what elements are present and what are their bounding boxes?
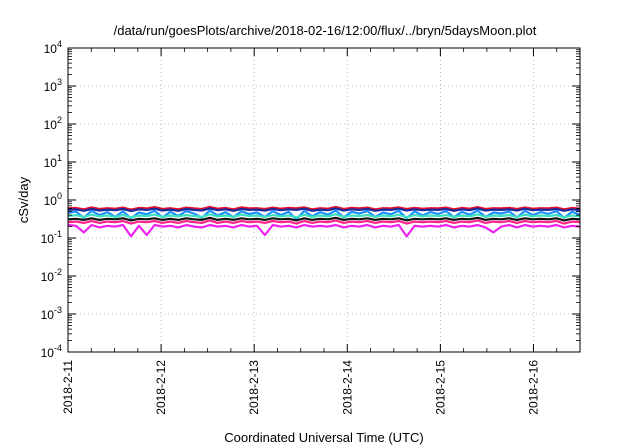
y-tick-base: 10 <box>44 118 58 132</box>
y-tick-base: 10 <box>44 156 58 170</box>
series-line-2 <box>67 209 581 221</box>
x-axis: 2018-2-11 2018-2-12 2018-2-13 2018-2-14 2018… <box>61 48 558 415</box>
y-tick-exponent: -2 <box>54 267 62 277</box>
x-axis-label: Coordinated Universal Time (UTC) <box>224 430 423 445</box>
y-tick-exponent: 4 <box>57 39 62 49</box>
y-tick-base: 10 <box>41 308 55 322</box>
y-tick-exponent: -1 <box>54 229 62 239</box>
x-tick-label: 2018-2-12 <box>154 360 168 415</box>
chart-title: /data/run/goesPlots/archive/2018-02-16/1… <box>114 23 537 38</box>
series-line-1 <box>67 207 581 213</box>
x-tick-label: 2018-2-15 <box>433 360 447 415</box>
y-tick-exponent: 2 <box>57 115 62 125</box>
y-tick-exponent: -4 <box>54 343 62 353</box>
y-tick-base: 10 <box>44 194 58 208</box>
y-tick-exponent: 3 <box>57 77 62 87</box>
series-line-6 <box>67 223 581 238</box>
y-tick-label: 104 <box>44 39 62 56</box>
y-tick-label: 102 <box>44 115 62 132</box>
series-layer <box>67 205 581 238</box>
y-tick-base: 10 <box>44 80 58 94</box>
y-tick-base: 10 <box>41 270 55 284</box>
y-tick-exponent: -3 <box>54 305 62 315</box>
series-line-0 <box>67 205 581 211</box>
x-tick-label: 2018-2-14 <box>340 360 354 415</box>
y-tick-exponent: 0 <box>57 191 62 201</box>
series-line-3 <box>67 213 581 219</box>
y-tick-label: 10-3 <box>41 305 62 322</box>
y-tick-label: 10-4 <box>41 343 62 360</box>
series-line-4 <box>67 216 581 222</box>
y-tick-base: 10 <box>41 232 55 246</box>
y-tick-base: 10 <box>41 346 55 360</box>
y-tick-label: 101 <box>44 153 62 170</box>
grid <box>68 48 580 352</box>
x-tick-label: 2018-2-11 <box>61 360 75 414</box>
y-tick-label: 10-2 <box>41 267 62 284</box>
x-tick-label: 2018-2-16 <box>526 360 540 415</box>
y-tick-label: 103 <box>44 77 62 94</box>
x-tick-label: 2018-2-13 <box>247 360 261 415</box>
y-tick-exponent: 1 <box>57 153 62 163</box>
y-tick-label: 10-1 <box>41 229 62 246</box>
series-line-5 <box>67 219 581 225</box>
y-axis-label: cSv/day <box>16 176 31 223</box>
y-tick-label: 100 <box>44 191 62 208</box>
y-tick-base: 10 <box>44 42 58 56</box>
